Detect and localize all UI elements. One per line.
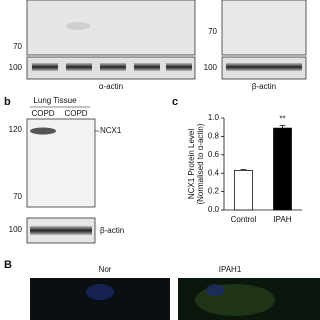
band: [226, 63, 302, 71]
lane-label: COPD: [31, 109, 54, 118]
band: [166, 63, 192, 71]
bar: [273, 127, 292, 211]
marker: 100: [204, 63, 218, 72]
marker: 70: [13, 42, 22, 51]
marker: 100: [9, 225, 23, 234]
panel-label: b: [4, 96, 11, 108]
nucleus: [86, 284, 114, 300]
marker: 70: [208, 27, 217, 36]
loading-label: β-actin: [252, 82, 276, 91]
blot: [26, 118, 96, 208]
blot: [26, 0, 196, 56]
x-tick-label: IPAH: [273, 215, 291, 224]
y-tick-label: 0.8: [208, 132, 220, 141]
band: [30, 127, 56, 135]
loading-label: α-actin: [99, 82, 123, 91]
y-tick-label: 0.4: [208, 168, 220, 177]
marker: 70: [13, 192, 22, 201]
tissue-label: Lung Tissue: [33, 96, 77, 105]
y-tick-label: 0.2: [208, 187, 220, 196]
band: [30, 226, 92, 235]
image-label: Nor: [99, 265, 112, 274]
image-label: IPAH1: [219, 265, 242, 274]
marker: 120: [9, 125, 23, 134]
marker: 100: [9, 63, 23, 72]
target-label: NCX1: [100, 126, 122, 135]
band: [66, 63, 92, 71]
y-axis-label: (Normalised to α-actin): [196, 123, 205, 204]
loading-label: β-actin: [100, 226, 124, 235]
band: [66, 22, 90, 30]
nucleus: [206, 284, 224, 296]
y-tick-label: 0.6: [208, 150, 220, 159]
band: [32, 63, 58, 71]
band: [134, 63, 160, 71]
blot: [221, 0, 307, 56]
y-tick-label: 0.0: [208, 205, 220, 214]
bar-chart: c 0.0 0.2 0.4 0.6 0.8 1.0 NCX1 Protein Level (No…: [172, 96, 302, 224]
error-bar: [279, 124, 286, 129]
x-tick-label: Control: [231, 215, 257, 224]
bar: [234, 170, 253, 211]
y-axis-label: NCX1 Protein Level: [187, 129, 196, 199]
band: [100, 63, 126, 71]
panel-label: c: [172, 96, 178, 108]
significance: **: [279, 114, 285, 123]
y-tick-label: 1.0: [208, 113, 220, 122]
panel-label: B: [4, 259, 12, 271]
error-bar: [240, 169, 247, 171]
lane-label: COPD: [64, 109, 87, 118]
